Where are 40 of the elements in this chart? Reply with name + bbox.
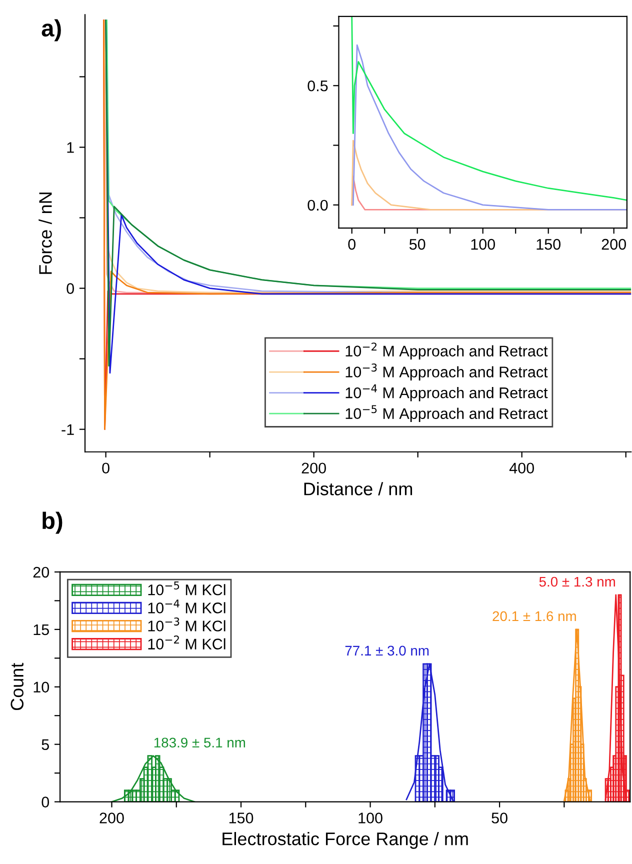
x-tick-label: 400 bbox=[509, 462, 534, 474]
y-axis-title: Count bbox=[10, 662, 24, 710]
y-tick-label: 15 bbox=[34, 624, 49, 636]
x-tick-label: 200 bbox=[100, 812, 124, 824]
legend-label: 10$^{−2}$ M KCl bbox=[148, 636, 226, 650]
legend-label: 10$^{−3}$ M Approach and Retract bbox=[346, 363, 548, 380]
legend-label: 10$^{−4}$ M Approach and Retract bbox=[346, 384, 548, 402]
legend-label: 10$^{−5}$ M Approach and Retract bbox=[346, 405, 548, 422]
legend-label: 10$^{−4}$ M KCl bbox=[148, 600, 226, 614]
y-tick-label: 1 bbox=[67, 142, 74, 153]
annotation: 5.0 ± 1.3 nm bbox=[539, 576, 615, 587]
y-tick-label: 20 bbox=[33, 566, 50, 578]
x-tick-label: 200 bbox=[602, 238, 626, 250]
y-tick-label: 0 bbox=[66, 283, 74, 294]
legend-label: 10$^{−2}$ M Approach and Retract bbox=[346, 342, 548, 360]
x-tick-label: 50 bbox=[409, 238, 426, 250]
x-tick-label: 50 bbox=[492, 812, 508, 824]
x-tick-label: 200 bbox=[302, 462, 326, 474]
x-tick-label: 150 bbox=[536, 238, 560, 250]
y-tick-label: 0.0 bbox=[308, 200, 328, 211]
x-tick-label: 100 bbox=[358, 812, 382, 824]
legend-label: 10$^{−3}$ M KCl bbox=[148, 617, 226, 632]
y-tick-label: 0 bbox=[42, 796, 50, 808]
y-tick-label: 0.5 bbox=[308, 80, 328, 92]
x-tick-label: 150 bbox=[229, 812, 254, 824]
annotation: 20.1 ± 1.6 nm bbox=[492, 611, 576, 622]
x-tick-label: 100 bbox=[471, 238, 495, 250]
legend-label: 10$^{−5}$ M KCl bbox=[148, 582, 226, 596]
annotation: 77.1 ± 3.0 nm bbox=[345, 646, 429, 656]
x-tick-label: 0 bbox=[102, 462, 110, 474]
y-tick-label: 5 bbox=[42, 739, 49, 750]
annotation: 183.9 ± 5.1 nm bbox=[154, 738, 246, 748]
text: a) bbox=[42, 19, 61, 42]
x-axis-title: Electrostatic Force Range / nm bbox=[222, 832, 468, 849]
x-tick-label: 0 bbox=[348, 238, 356, 250]
y-tick-label: -1 bbox=[62, 424, 74, 435]
x-axis-title: Distance / nm bbox=[304, 482, 412, 496]
y-tick-label: 10 bbox=[34, 682, 50, 693]
text: b) bbox=[42, 512, 62, 534]
y-axis-title: Force / nN bbox=[38, 192, 52, 274]
